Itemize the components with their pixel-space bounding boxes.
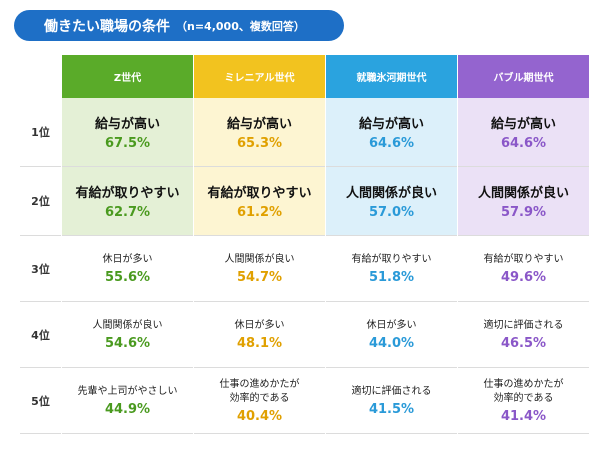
percentage-value: 46.5% bbox=[500, 335, 547, 351]
cell-millennial: 人間関係が良い 54.7% bbox=[194, 236, 325, 302]
percentage-value: 65.3% bbox=[236, 136, 283, 151]
column-header-millennial: ミレニアル世代 bbox=[194, 55, 325, 98]
condition-label: 人間関係が良い bbox=[224, 253, 295, 265]
table-body: 1位 給与が高い 67.5% 給与が高い 65.3% 給与が高い 64.6% 給与が高い 64.… bbox=[20, 98, 590, 434]
table-row: 2位 有給が取りやすい 62.7% 有給が取りやすい 61.2% 人間関係が良い 57.0%… bbox=[20, 167, 590, 236]
condition-label: 休日が多い bbox=[102, 253, 153, 265]
cell-shushoku-hyogaki: 有給が取りやすい 51.8% bbox=[326, 236, 457, 302]
table-row: 3位 休日が多い 55.6% 人間関係が良い 54.7% 有給が取りやすい 51.8% 有給が… bbox=[20, 236, 590, 302]
percentage-value: 44.9% bbox=[104, 401, 151, 417]
condition-label: 人間関係が良い bbox=[92, 319, 163, 331]
table-row: 5位 先輩や上司がやさしい 44.9% 仕事の進めかたが 効率的である 40.4% 適切に評… bbox=[20, 368, 590, 434]
table-row: 4位 人間関係が良い 54.6% 休日が多い 48.1% 休日が多い 44.0% 適切に評価さ… bbox=[20, 302, 590, 368]
percentage-value: 57.9% bbox=[500, 205, 547, 220]
cell-gen-z: 給与が高い 67.5% bbox=[62, 98, 193, 167]
cell-gen-z: 休日が多い 55.6% bbox=[62, 236, 193, 302]
cell-bubble: 人間関係が良い 57.9% bbox=[458, 167, 589, 236]
condition-label: 先輩や上司がやさしい bbox=[77, 385, 178, 397]
percentage-value: 67.5% bbox=[104, 136, 151, 151]
rank-label: 1位 bbox=[20, 98, 61, 167]
percentage-value: 61.2% bbox=[236, 205, 283, 220]
header-spacer bbox=[20, 55, 61, 98]
table-row: 1位 給与が高い 67.5% 給与が高い 65.3% 給与が高い 64.6% 給与が高い 64.… bbox=[20, 98, 590, 167]
column-header-shushoku-hyogaki: 就職氷河期世代 bbox=[326, 55, 457, 98]
percentage-value: 55.6% bbox=[104, 269, 151, 285]
percentage-value: 62.7% bbox=[104, 205, 151, 220]
percentage-value: 41.5% bbox=[368, 401, 415, 417]
condition-label: 有給が取りやすい bbox=[483, 253, 564, 265]
cell-shushoku-hyogaki: 給与が高い 64.6% bbox=[326, 98, 457, 167]
cell-millennial: 給与が高い 65.3% bbox=[194, 98, 325, 167]
condition-label: 休日が多い bbox=[234, 319, 285, 331]
condition-label: 仕事の進めかたが 効率的である bbox=[219, 378, 300, 404]
percentage-value: 40.4% bbox=[236, 408, 283, 424]
cell-millennial: 仕事の進めかたが 効率的である 40.4% bbox=[194, 368, 325, 434]
percentage-value: 57.0% bbox=[368, 205, 415, 220]
condition-label: 適切に評価される bbox=[483, 319, 564, 331]
percentage-value: 51.8% bbox=[368, 269, 415, 285]
percentage-value: 44.0% bbox=[368, 335, 415, 351]
rank-label: 3位 bbox=[20, 236, 61, 302]
condition-label: 休日が多い bbox=[366, 319, 417, 331]
cell-gen-z: 人間関係が良い 54.6% bbox=[62, 302, 193, 368]
condition-label: 有給が取りやすい bbox=[207, 186, 312, 201]
cell-bubble: 有給が取りやすい 49.6% bbox=[458, 236, 589, 302]
cell-bubble: 仕事の進めかたが 効率的である 41.4% bbox=[458, 368, 589, 434]
cell-shushoku-hyogaki: 適切に評価される 41.5% bbox=[326, 368, 457, 434]
cell-bubble: 給与が高い 64.6% bbox=[458, 98, 589, 167]
percentage-value: 48.1% bbox=[236, 335, 283, 351]
cell-gen-z: 先輩や上司がやさしい 44.9% bbox=[62, 368, 193, 434]
percentage-value: 64.6% bbox=[500, 136, 547, 151]
percentage-value: 54.7% bbox=[236, 269, 283, 285]
column-header-bubble: バブル期世代 bbox=[458, 55, 589, 98]
condition-label: 適切に評価される bbox=[351, 385, 432, 397]
ranking-table: Z世代 ミレニアル世代 就職氷河期世代 バブル期世代 1位 給与が高い 67.5% 給… bbox=[20, 55, 590, 434]
header-row: Z世代 ミレニアル世代 就職氷河期世代 バブル期世代 bbox=[20, 55, 590, 98]
condition-label: 仕事の進めかたが 効率的である bbox=[483, 378, 564, 404]
chart-title: 働きたい職場の条件 bbox=[44, 18, 170, 35]
cell-shushoku-hyogaki: 人間関係が良い 57.0% bbox=[326, 167, 457, 236]
cell-shushoku-hyogaki: 休日が多い 44.0% bbox=[326, 302, 457, 368]
percentage-value: 49.6% bbox=[500, 269, 547, 285]
condition-label: 給与が高い bbox=[226, 117, 292, 132]
rank-label: 4位 bbox=[20, 302, 61, 368]
title-banner: 働きたい職場の条件 （n=4,000、複数回答） bbox=[14, 10, 344, 41]
percentage-value: 54.6% bbox=[104, 335, 151, 351]
condition-label: 有給が取りやすい bbox=[75, 186, 180, 201]
percentage-value: 64.6% bbox=[368, 136, 415, 151]
cell-bubble: 適切に評価される 46.5% bbox=[458, 302, 589, 368]
rank-label: 2位 bbox=[20, 167, 61, 236]
cell-gen-z: 有給が取りやすい 62.7% bbox=[62, 167, 193, 236]
cell-millennial: 有給が取りやすい 61.2% bbox=[194, 167, 325, 236]
cell-millennial: 休日が多い 48.1% bbox=[194, 302, 325, 368]
condition-label: 給与が高い bbox=[94, 117, 160, 132]
chart-subtitle: （n=4,000、複数回答） bbox=[176, 19, 305, 33]
condition-label: 給与が高い bbox=[490, 117, 556, 132]
condition-label: 給与が高い bbox=[358, 117, 424, 132]
percentage-value: 41.4% bbox=[500, 408, 547, 424]
column-header-gen-z: Z世代 bbox=[62, 55, 193, 98]
condition-label: 有給が取りやすい bbox=[351, 253, 432, 265]
condition-label: 人間関係が良い bbox=[477, 186, 569, 201]
condition-label: 人間関係が良い bbox=[345, 186, 437, 201]
rank-label: 5位 bbox=[20, 368, 61, 434]
